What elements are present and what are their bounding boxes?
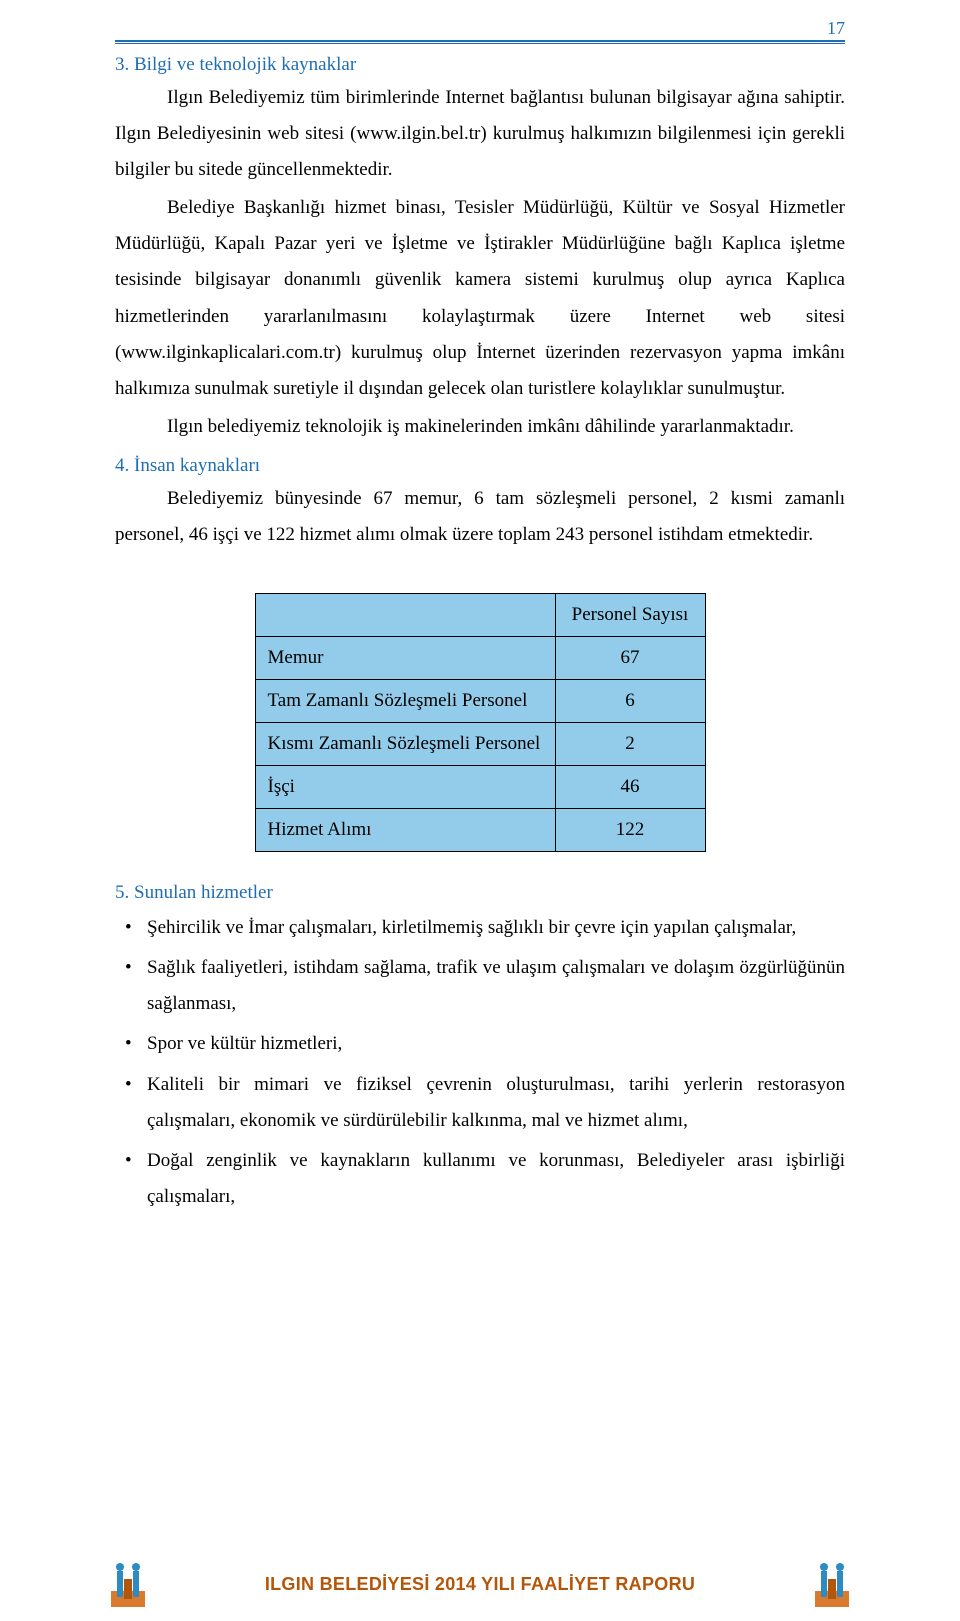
- personnel-table: Personel Sayısı Memur 67 Tam Zamanlı Söz…: [255, 593, 706, 852]
- table-cell-label: Kısmı Zamanlı Sözleşmeli Personel: [255, 723, 555, 766]
- table-header-row: Personel Sayısı: [255, 594, 705, 637]
- table-cell-value: 46: [555, 766, 705, 809]
- table-cell-value: 6: [555, 680, 705, 723]
- table-cell-value: 67: [555, 637, 705, 680]
- table-row: Hizmet Alımı 122: [255, 809, 705, 852]
- header-rule: [115, 40, 845, 44]
- list-item: Şehircilik ve İmar çalışmaları, kirletil…: [115, 910, 845, 946]
- section-4-paragraph-1: Belediyemiz bünyesinde 67 memur, 6 tam s…: [115, 481, 845, 553]
- table-cell-value: 122: [555, 809, 705, 852]
- table-cell-label: Memur: [255, 637, 555, 680]
- table-row: Tam Zamanlı Sözleşmeli Personel 6: [255, 680, 705, 723]
- table-cell-label: Hizmet Alımı: [255, 809, 555, 852]
- table-row: İşçi 46: [255, 766, 705, 809]
- table-cell-label: İşçi: [255, 766, 555, 809]
- section-3-paragraph-1: Ilgın Belediyemiz tüm birimlerinde Inter…: [115, 80, 845, 188]
- section-3-paragraph-3: Ilgın belediyemiz teknolojik iş makinele…: [115, 409, 845, 445]
- municipality-logo-icon: [105, 1551, 151, 1611]
- table-cell-value: 2: [555, 723, 705, 766]
- list-item: Doğal zenginlik ve kaynakların kullanımı…: [115, 1143, 845, 1215]
- page-number: 17: [827, 18, 845, 39]
- footer-title: ILGIN BELEDİYESİ 2014 YILI FAALİYET RAPO…: [265, 1574, 695, 1595]
- table-row: Kısmı Zamanlı Sözleşmeli Personel 2: [255, 723, 705, 766]
- municipality-logo-icon: [809, 1551, 855, 1611]
- table-cell-label: Tam Zamanlı Sözleşmeli Personel: [255, 680, 555, 723]
- list-item: Sağlık faaliyetleri, istihdam sağlama, t…: [115, 950, 845, 1022]
- table-row: Memur 67: [255, 637, 705, 680]
- section-4-heading: 4. İnsan kaynakları: [115, 455, 845, 477]
- document-page: 17 3. Bilgi ve teknolojik kaynaklar Ilgı…: [0, 0, 960, 1621]
- section-3-heading: 3. Bilgi ve teknolojik kaynaklar: [115, 54, 845, 76]
- table-header-count: Personel Sayısı: [555, 594, 705, 637]
- list-item: Kaliteli bir mimari ve fiziksel çevrenin…: [115, 1067, 845, 1139]
- section-3-paragraph-2: Belediye Başkanlığı hizmet binası, Tesis…: [115, 190, 845, 407]
- bullet-list: Şehircilik ve İmar çalışmaları, kirletil…: [115, 910, 845, 1215]
- table-header-blank: [255, 594, 555, 637]
- section-5-heading: 5. Sunulan hizmetler: [115, 882, 845, 904]
- list-item: Spor ve kültür hizmetleri,: [115, 1026, 845, 1062]
